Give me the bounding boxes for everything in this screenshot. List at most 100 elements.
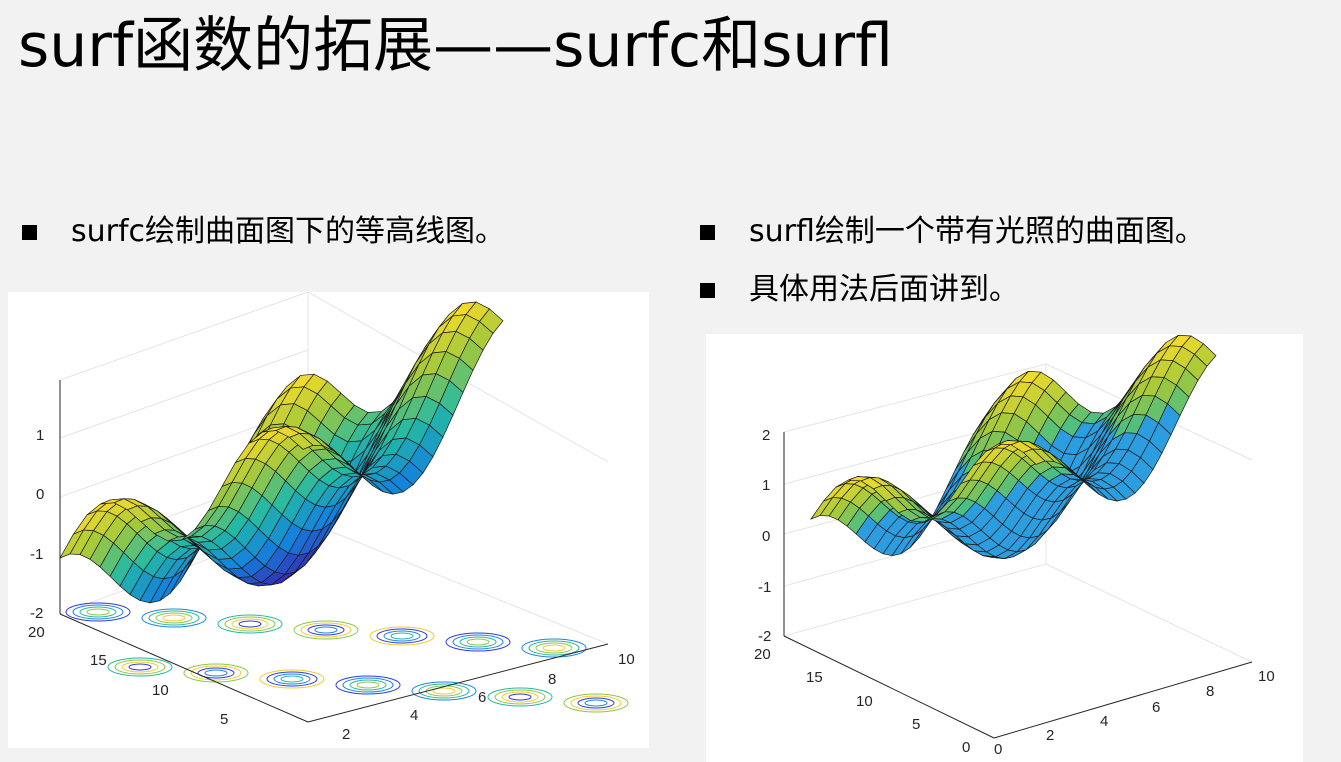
surfl-plot: 2 1 0 -1 -2 20 15 10 5 0 0 2 4 6 8 10	[754, 334, 1275, 758]
surfl-y-tick: 15	[806, 669, 823, 686]
surfl-x-tick: 0	[994, 741, 1002, 758]
contour-line	[65, 602, 131, 622]
surfl-z-tick: 0	[762, 528, 770, 545]
surfc-x-tick: 6	[478, 689, 486, 706]
contour-line	[141, 608, 207, 628]
surfl-z-tick: -1	[758, 579, 771, 596]
contour-line	[107, 657, 173, 677]
surfl-y-tick: 5	[912, 716, 920, 733]
surfl-y-tick: 20	[754, 646, 771, 663]
contour-line	[342, 677, 394, 693]
contour-line	[224, 616, 276, 632]
contour-line	[584, 699, 608, 707]
surfl-x-tick: 10	[1258, 668, 1275, 685]
surfc-x-tick: 4	[410, 707, 418, 724]
surfl-z-tick: -2	[758, 628, 771, 645]
contour-line	[314, 626, 338, 634]
surfl-y-tick: 10	[856, 693, 873, 710]
grid-line	[59, 292, 309, 381]
left-bullet-1: surfc绘制曲面图下的等高线图。	[22, 212, 505, 252]
grid-line	[1045, 563, 1253, 663]
surfc-plot: 1 0 -1 -2 20 15 10 5 2 4 6 8 10	[28, 292, 635, 743]
contour-line	[501, 691, 539, 703]
slide-title: surf函数的拓展——surfc和surfl	[18, 11, 893, 81]
contour-line	[445, 632, 511, 652]
left-bullet-text: surfc绘制曲面图下的等高线图。	[71, 214, 506, 249]
contour-line	[197, 667, 235, 679]
contour-line	[266, 671, 318, 687]
surfl-x-tick: 8	[1206, 683, 1214, 700]
contour-line	[217, 614, 283, 634]
surfl-figure: 2 1 0 -1 -2 20 15 10 5 0 0 2 4 6 8 10	[706, 334, 1303, 762]
contour-line	[487, 687, 553, 707]
surfc-y-tick: 15	[90, 652, 107, 669]
contour-line	[155, 612, 193, 624]
contour-line	[390, 632, 414, 640]
surfc-x-tick: 2	[342, 726, 350, 743]
right-bullet-text: 具体用法后面讲到。	[749, 272, 1019, 307]
contour-line	[535, 642, 573, 654]
surfl-x-tick: 4	[1100, 713, 1108, 730]
surfc-z-tick: -1	[30, 546, 43, 563]
surfc-x-tick: 10	[618, 651, 635, 668]
surfl-axis-lines	[783, 432, 1253, 739]
contour-line	[79, 606, 117, 618]
contour-line	[418, 683, 470, 699]
contour-line	[162, 614, 186, 622]
grid-line	[307, 521, 609, 645]
contour-line	[563, 693, 629, 713]
contour-line	[452, 634, 504, 650]
surface-patch	[1022, 448, 1046, 465]
contour-line	[307, 624, 345, 636]
contour-line	[432, 687, 456, 695]
contour-line	[72, 604, 124, 620]
contour-line	[528, 640, 580, 656]
contour-line	[356, 681, 380, 689]
contour-line	[542, 644, 566, 652]
surfc-z-tick: 1	[36, 427, 44, 444]
surfl-y-tick: 0	[962, 739, 970, 756]
grid-line	[783, 363, 1047, 433]
surfc-figure: 1 0 -1 -2 20 15 10 5 2 4 6 8 10	[8, 292, 649, 748]
contour-line	[273, 673, 311, 685]
right-bullet-1: surfl绘制一个带有光照的曲面图。	[700, 212, 1205, 252]
surfl-z-tick: 2	[762, 427, 770, 444]
contour-line	[204, 669, 228, 677]
contour-line	[494, 689, 546, 705]
surfl-x-tick: 2	[1046, 727, 1054, 744]
contour-line	[259, 669, 325, 689]
contour-line	[280, 675, 304, 683]
contour-line	[128, 663, 152, 671]
contour-line	[190, 665, 242, 681]
contour-line	[148, 610, 200, 626]
contour-line	[183, 663, 249, 683]
surfc-y-tick: 20	[28, 624, 45, 641]
surfc-y-tick: 5	[220, 711, 228, 728]
contour-line	[86, 608, 110, 616]
contour-line	[231, 618, 269, 630]
grid-line	[59, 349, 309, 439]
surfc-z-tick: 0	[36, 486, 44, 503]
surfc-x-tick: 8	[548, 671, 556, 688]
contour-line	[114, 659, 166, 675]
contour-line	[349, 679, 387, 691]
bullet-square-icon	[700, 224, 715, 240]
contour-line	[335, 675, 401, 695]
contour-line	[383, 630, 421, 642]
contour-line	[293, 620, 359, 640]
contour-line	[376, 628, 428, 644]
contour-line	[508, 693, 532, 701]
bullet-square-icon	[22, 224, 37, 240]
contour-line	[459, 636, 497, 648]
contour-line	[369, 626, 435, 646]
contour-line	[238, 620, 262, 628]
bullet-square-icon	[700, 282, 715, 298]
contour-line	[466, 638, 490, 646]
right-bullet-2: 具体用法后面讲到。	[700, 270, 1019, 310]
surfl-x-tick: 6	[1152, 699, 1160, 716]
grid-line	[783, 563, 1047, 637]
surface-patch	[288, 432, 314, 450]
contour-line	[411, 681, 477, 701]
right-bullet-text: surfl绘制一个带有光照的曲面图。	[749, 214, 1205, 249]
surfc-axis-lines	[59, 380, 609, 723]
